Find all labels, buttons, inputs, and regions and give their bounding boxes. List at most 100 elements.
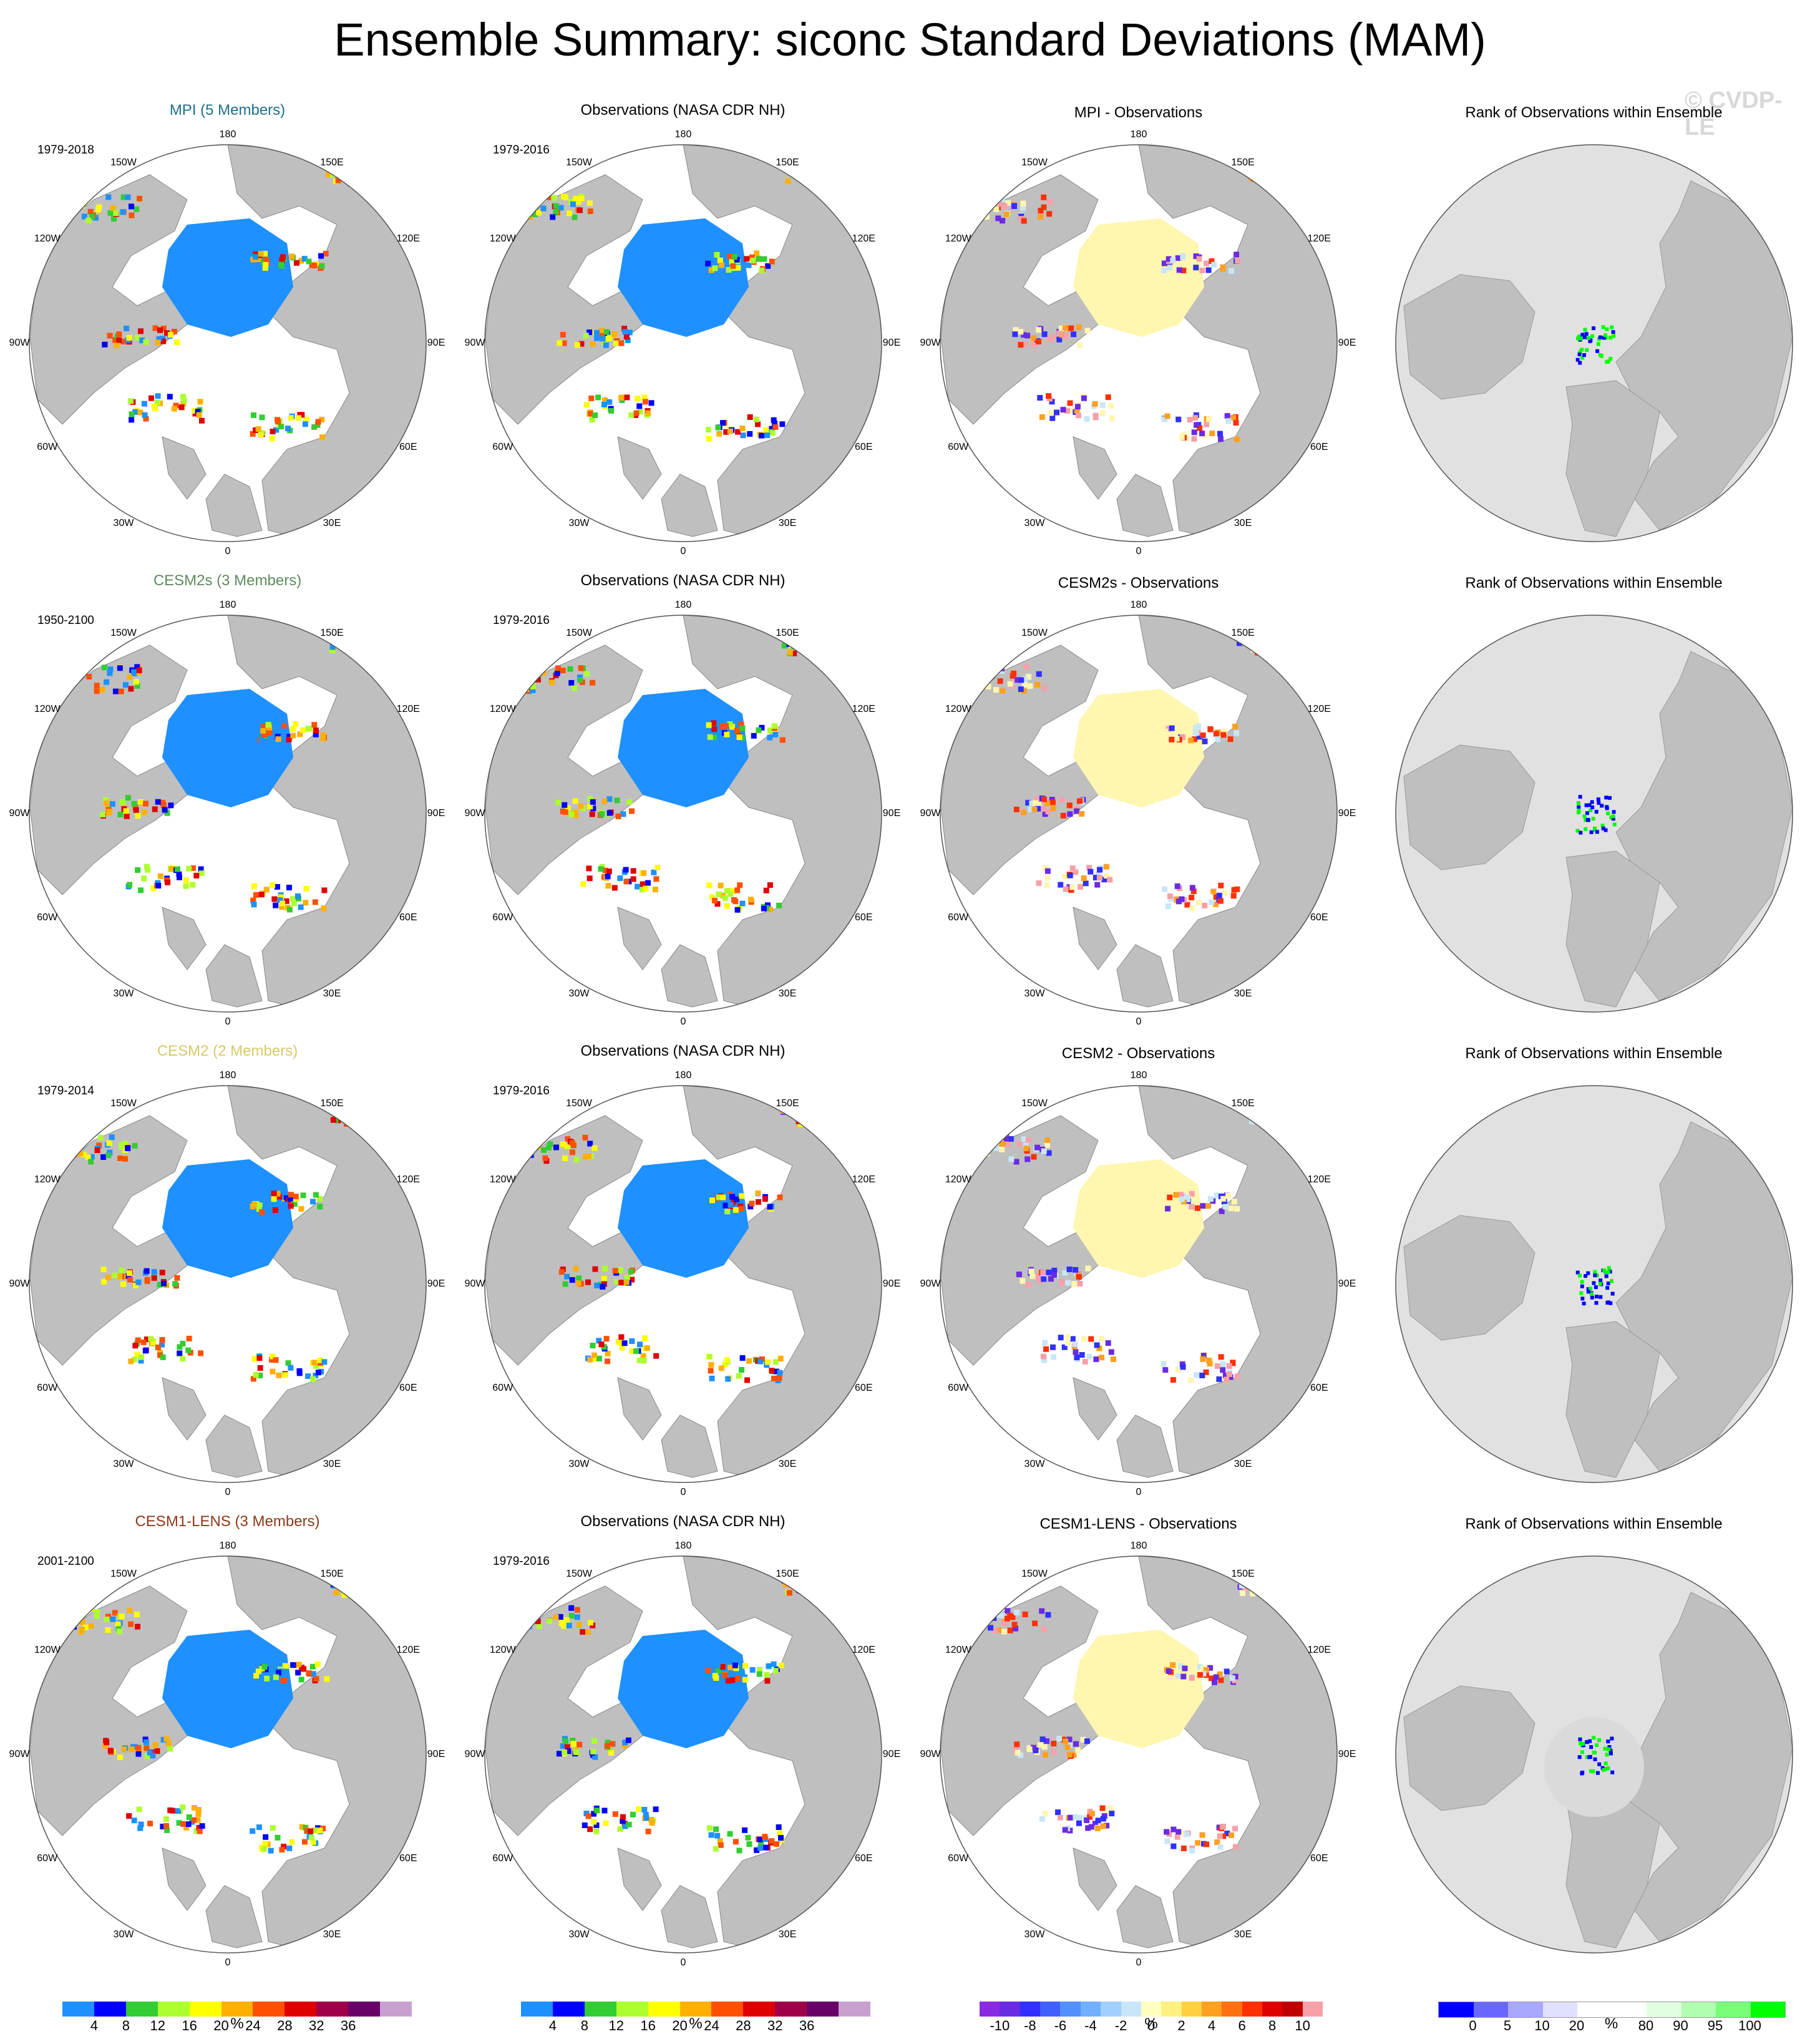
ice-cell	[1038, 208, 1044, 214]
ice-cell	[352, 646, 358, 653]
ice-cell	[824, 1116, 830, 1122]
ice-cell	[180, 394, 187, 400]
ice-cell	[1042, 865, 1048, 871]
ice-cell	[844, 164, 850, 170]
rank-cell	[1595, 1771, 1600, 1775]
rank-cell	[1586, 818, 1590, 822]
ice-cell	[104, 1617, 110, 1623]
ice-cell	[562, 809, 568, 815]
colorbar-tick: 32	[309, 2018, 324, 2033]
ice-cell	[69, 1136, 75, 1142]
ice-cell	[1305, 1112, 1311, 1119]
ice-cell	[805, 638, 812, 645]
ice-cell	[739, 1355, 746, 1361]
ice-cell	[568, 1605, 575, 1611]
lon-label: 150E	[776, 157, 799, 168]
ice-cell	[1104, 1822, 1110, 1829]
ice-cell	[740, 432, 746, 439]
ice-cell	[739, 900, 746, 907]
ice-cell	[275, 1834, 281, 1841]
ice-cell	[1197, 1664, 1203, 1670]
ice-cell	[835, 1584, 842, 1590]
ice-cell	[99, 686, 105, 693]
panel-title: Observations (NASA CDR NH)	[580, 1043, 786, 1059]
ice-cell	[983, 1144, 989, 1151]
lon-label: 150E	[1231, 1097, 1255, 1109]
ice-cell	[126, 1270, 132, 1276]
ice-cell	[1059, 797, 1065, 803]
ice-cell	[350, 170, 356, 176]
ice-cell	[163, 1736, 170, 1742]
ice-cell	[1217, 898, 1224, 904]
ice-cell	[1031, 342, 1038, 348]
ice-cell	[589, 811, 595, 817]
ice-cell	[1216, 892, 1222, 898]
colorbar-swatch	[316, 2002, 349, 2017]
ice-cell	[1004, 1615, 1010, 1622]
ice-cell	[1234, 251, 1240, 258]
ice-cell	[1096, 875, 1102, 881]
ice-cell	[769, 426, 775, 432]
ice-cell	[1051, 1354, 1057, 1360]
colorbar-swatch	[521, 2002, 553, 2017]
lon-label: 120E	[852, 1645, 875, 1655]
lon-label: 60E	[399, 442, 417, 452]
ice-cell	[281, 1844, 287, 1850]
ice-cell	[992, 195, 998, 202]
ice-cell	[1167, 265, 1173, 271]
land-mass	[661, 944, 718, 1008]
ice-cell	[568, 1613, 575, 1619]
ice-cell	[152, 1742, 158, 1748]
ice-cell	[253, 1372, 259, 1378]
ice-cell	[1074, 808, 1080, 814]
ice-cell	[1018, 329, 1024, 335]
rank-cell	[1584, 803, 1589, 807]
map-panel: Observations (NASA CDR NH) 1979-2016 180 15…	[455, 570, 910, 1039]
ice-cell	[1005, 1608, 1011, 1614]
ice-cell	[131, 800, 137, 807]
lon-label: 120E	[1307, 704, 1331, 714]
ice-cell	[849, 1108, 855, 1114]
rank-cell	[1589, 830, 1594, 834]
ice-cell	[735, 1675, 741, 1681]
ice-cell	[1175, 898, 1182, 905]
ice-cell	[135, 1279, 142, 1285]
ice-cell	[785, 178, 791, 184]
ice-cell	[1174, 251, 1180, 258]
ice-cell	[1287, 177, 1293, 183]
ice-cell	[728, 891, 734, 897]
ice-cell	[757, 1667, 763, 1673]
ice-cell	[1262, 648, 1268, 654]
ice-cell	[611, 885, 618, 891]
colorbar-swatch	[552, 2002, 585, 2017]
ice-cell	[261, 251, 268, 257]
ice-cell	[155, 883, 162, 889]
ice-cell	[525, 670, 532, 676]
ice-cell	[258, 251, 264, 257]
ice-cell	[1302, 640, 1308, 646]
ice-cell	[1092, 401, 1098, 407]
ice-cell	[1089, 1811, 1095, 1817]
ice-cell	[1076, 1274, 1082, 1280]
ice-cell	[333, 1589, 339, 1595]
ice-cell	[1207, 726, 1214, 732]
ice-cell	[132, 1143, 138, 1149]
ice-cell	[299, 412, 305, 418]
colorbar-tick: 28	[277, 2018, 293, 2033]
lon-label: 60W	[492, 1853, 513, 1864]
ice-cell	[70, 208, 76, 214]
ice-cell	[251, 1202, 258, 1208]
ice-field	[618, 1159, 749, 1278]
ice-cell	[843, 650, 849, 656]
colorbar-swatch	[616, 2002, 648, 2017]
ice-cell	[640, 881, 646, 887]
ice-cell	[622, 329, 628, 335]
colorbar	[980, 2002, 1323, 2017]
ice-cell	[801, 168, 807, 175]
ice-cell	[535, 676, 541, 683]
ice-cell	[626, 799, 633, 805]
ice-cell	[163, 1816, 169, 1822]
ice-cell	[353, 1585, 359, 1592]
ice-cell	[1028, 1268, 1034, 1275]
ice-cell	[1098, 1336, 1104, 1342]
